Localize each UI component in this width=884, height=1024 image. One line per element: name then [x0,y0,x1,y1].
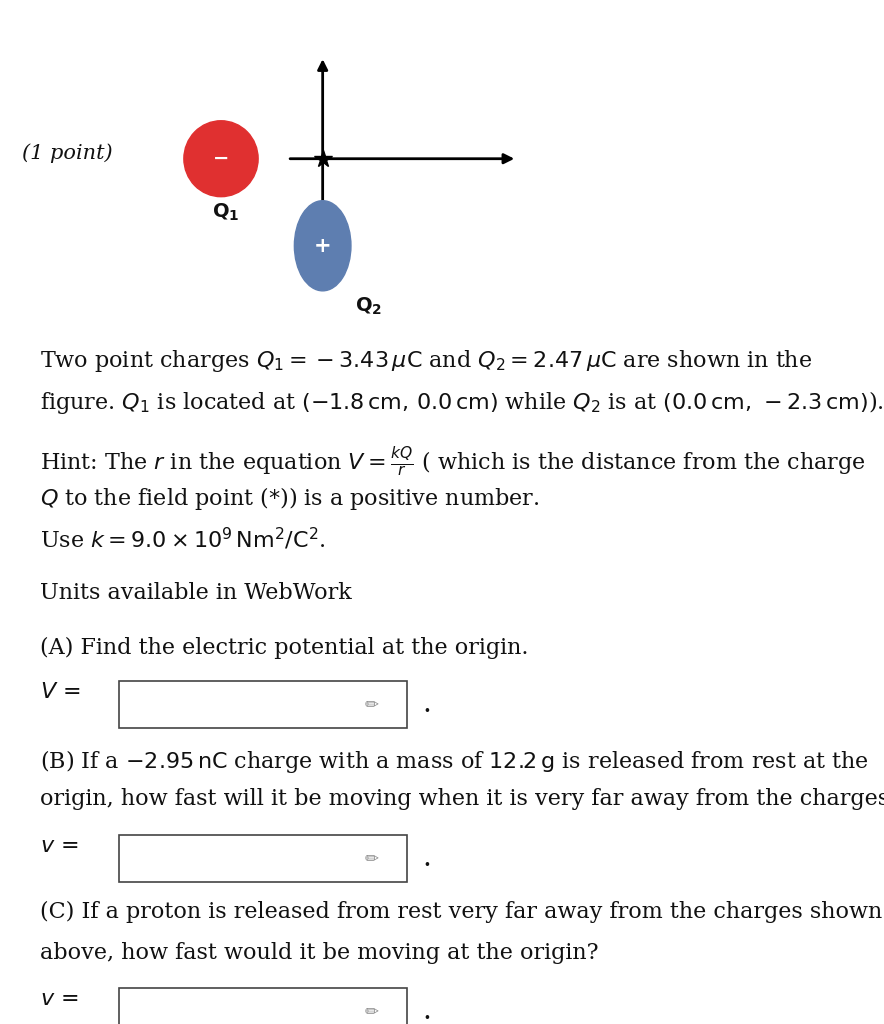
Text: (C) If a proton is released from rest very far away from the charges shown: (C) If a proton is released from rest ve… [40,901,882,924]
Text: ✏: ✏ [364,1002,378,1021]
Text: figure. $Q_1$ is located at $(-1.8\,\mathrm{cm},\,0.0\,\mathrm{cm})$ while $Q_2$: figure. $Q_1$ is located at $(-1.8\,\mat… [40,389,884,416]
Text: (A) Find the electric potential at the origin.: (A) Find the electric potential at the o… [40,637,529,659]
Text: above, how fast would it be moving at the origin?: above, how fast would it be moving at th… [40,942,598,964]
Text: (1 point): (1 point) [22,143,113,164]
Ellipse shape [294,201,351,291]
Text: .: . [423,845,431,871]
Text: Hint: The $r$ in the equation $V = \frac{kQ}{r}$ ( which is the distance from th: Hint: The $r$ in the equation $V = \frac… [40,444,865,478]
Text: $V$ =: $V$ = [40,681,80,702]
Text: $v$ =: $v$ = [40,988,79,1010]
Ellipse shape [184,121,258,197]
Text: $v$ =: $v$ = [40,835,79,856]
Text: −: − [213,150,229,168]
Text: (B) If a $-2.95\,\mathrm{nC}$ charge with a mass of $12.2\,\mathrm{g}$ is releas: (B) If a $-2.95\,\mathrm{nC}$ charge wit… [40,748,869,774]
Text: $\mathbf{Q_1}$: $\mathbf{Q_1}$ [212,202,240,223]
FancyBboxPatch shape [119,988,407,1024]
Text: $Q$ to the field point ($*$)) is a positive number.: $Q$ to the field point ($*$)) is a posit… [40,485,539,512]
Text: .: . [423,998,431,1024]
Text: Units available in WebWork: Units available in WebWork [40,582,352,603]
Text: origin, how fast will it be moving when it is very far away from the charges?: origin, how fast will it be moving when … [40,788,884,810]
Text: ✏: ✏ [364,849,378,867]
Text: .: . [423,691,431,718]
Text: $\mathbf{Q_2}$: $\mathbf{Q_2}$ [355,296,383,317]
FancyBboxPatch shape [119,835,407,882]
Text: Use $k = 9.0 \times 10^9\,\mathrm{Nm^2/C^2}$.: Use $k = 9.0 \times 10^9\,\mathrm{Nm^2/C… [40,526,325,553]
FancyBboxPatch shape [119,681,407,728]
Text: +: + [314,236,332,256]
Text: Two point charges $Q_1 = -3.43\,\mu\mathrm{C}$ and $Q_2 = 2.47\,\mu\mathrm{C}$ a: Two point charges $Q_1 = -3.43\,\mu\math… [40,348,812,374]
Text: ✏: ✏ [364,695,378,714]
